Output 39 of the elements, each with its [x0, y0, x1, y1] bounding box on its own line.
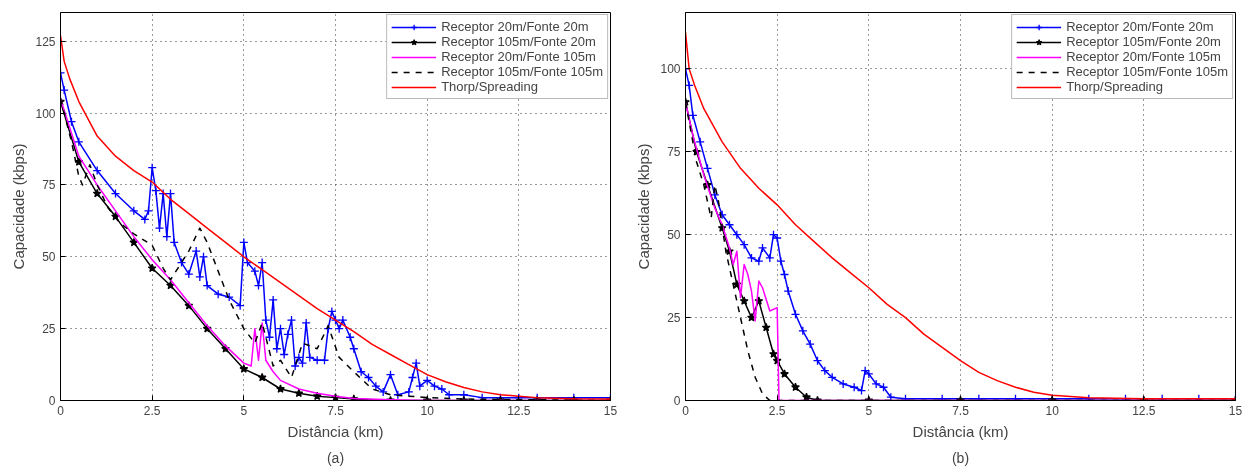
y-tick-label: 25	[42, 322, 56, 337]
legend-label: Receptor 20m/Fonte 20m	[441, 19, 589, 34]
x-axis-title: Distância (km)	[912, 422, 1009, 440]
x-axis-title: Distância (km)	[287, 422, 384, 440]
y-tick-label: 75	[42, 178, 56, 193]
text: (b)	[951, 449, 970, 466]
y-axis-title: Capacidade (kbps)	[10, 143, 28, 270]
legend-label: Thorp/Spreading	[441, 79, 538, 94]
x-tick-label: 7.5	[327, 403, 345, 418]
y-tick-label: 100	[660, 62, 681, 77]
y-tick-label: 100	[35, 106, 56, 121]
legend-label: Receptor 105m/Fonte 105m	[1066, 64, 1228, 79]
legend-label: Thorp/Spreading	[1066, 79, 1163, 94]
legend-label: Receptor 105m/Fonte 20m	[1066, 34, 1221, 49]
x-tick-label: 7.5	[952, 403, 970, 418]
y-axis-title: Capacidade (kbps)	[635, 143, 653, 270]
x-tick-label: 5	[865, 403, 873, 418]
legend-label: Receptor 105m/Fonte 20m	[441, 34, 596, 49]
y-tick-label: 25	[667, 311, 681, 326]
x-tick-label: 10	[420, 403, 435, 418]
y-tick-label: 0	[48, 394, 56, 408]
legend-label: Receptor 20m/Fonte 20m	[1066, 19, 1214, 34]
x-tick-label: 2.5	[143, 403, 161, 418]
legend-label: Receptor 105m/Fonte 105m	[441, 64, 603, 79]
y-tick-label: 50	[667, 228, 681, 243]
y-tick-label: 0	[673, 394, 681, 408]
x-tick-label: 10	[1045, 403, 1060, 418]
legend-label: Receptor 20m/Fonte 105m	[1066, 49, 1221, 64]
y-tick-label: 75	[667, 145, 681, 160]
text: (a)	[326, 449, 345, 466]
x-tick-label: 2.5	[768, 403, 786, 418]
x-tick-label: 15	[603, 403, 618, 418]
x-tick-label: 5	[240, 403, 248, 418]
y-tick-label: 125	[35, 34, 56, 49]
y-tick-label: 50	[42, 250, 56, 265]
legend-label: Receptor 20m/Fonte 105m	[441, 49, 596, 64]
x-tick-label: 12.5	[507, 403, 531, 418]
x-tick-label: 12.5	[1132, 403, 1156, 418]
x-tick-label: 15	[1228, 403, 1243, 418]
